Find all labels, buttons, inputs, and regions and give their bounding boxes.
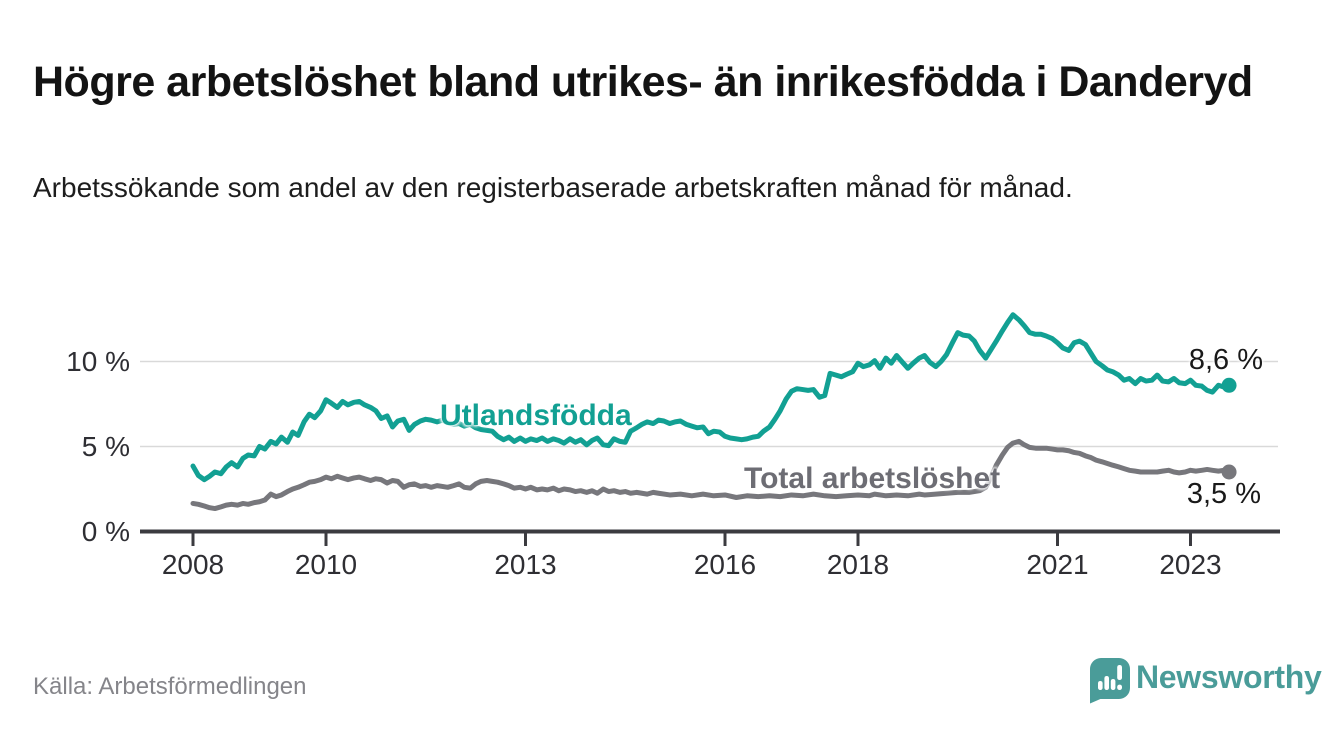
- y-tick-label: 0 %: [81, 515, 130, 547]
- x-tick-label: 2018: [826, 549, 890, 580]
- series-label-utlandsfodda: Utlandsfödda: [440, 399, 632, 432]
- source-credit: Källa: Arbetsförmedlingen: [33, 673, 307, 700]
- x-tick-label: 2023: [1159, 549, 1222, 580]
- series-label-total-arbetsloshet: Total arbetslöshet: [744, 462, 1001, 495]
- page-title: Högre arbetslöshet bland utrikes- än inr…: [33, 57, 1253, 106]
- newsworthy-logo-icon: [1090, 658, 1130, 704]
- y-tick-label: 10 %: [66, 345, 130, 377]
- end-value-label-utlandsfodda: 8,6 %: [1188, 344, 1263, 376]
- y-tick-label: 5 %: [81, 430, 130, 462]
- end-value-label-total: 3,5 %: [1186, 478, 1261, 510]
- x-tick-label: 2008: [161, 549, 225, 580]
- series-end-dot-0: [1221, 377, 1237, 393]
- newsworthy-wordmark: Newsworthy: [1136, 659, 1322, 695]
- chart-subtitle: Arbetssökande som andel av den registerb…: [33, 172, 1073, 203]
- series-line-0: [190, 312, 1232, 483]
- series-line-1: [190, 438, 1232, 512]
- x-tick-label: 2016: [693, 549, 757, 580]
- x-tick-label: 2013: [494, 549, 557, 580]
- series-end-dot-1: [1221, 464, 1237, 480]
- x-tick-label: 2021: [1026, 549, 1089, 580]
- x-tick-label: 2010: [294, 549, 358, 580]
